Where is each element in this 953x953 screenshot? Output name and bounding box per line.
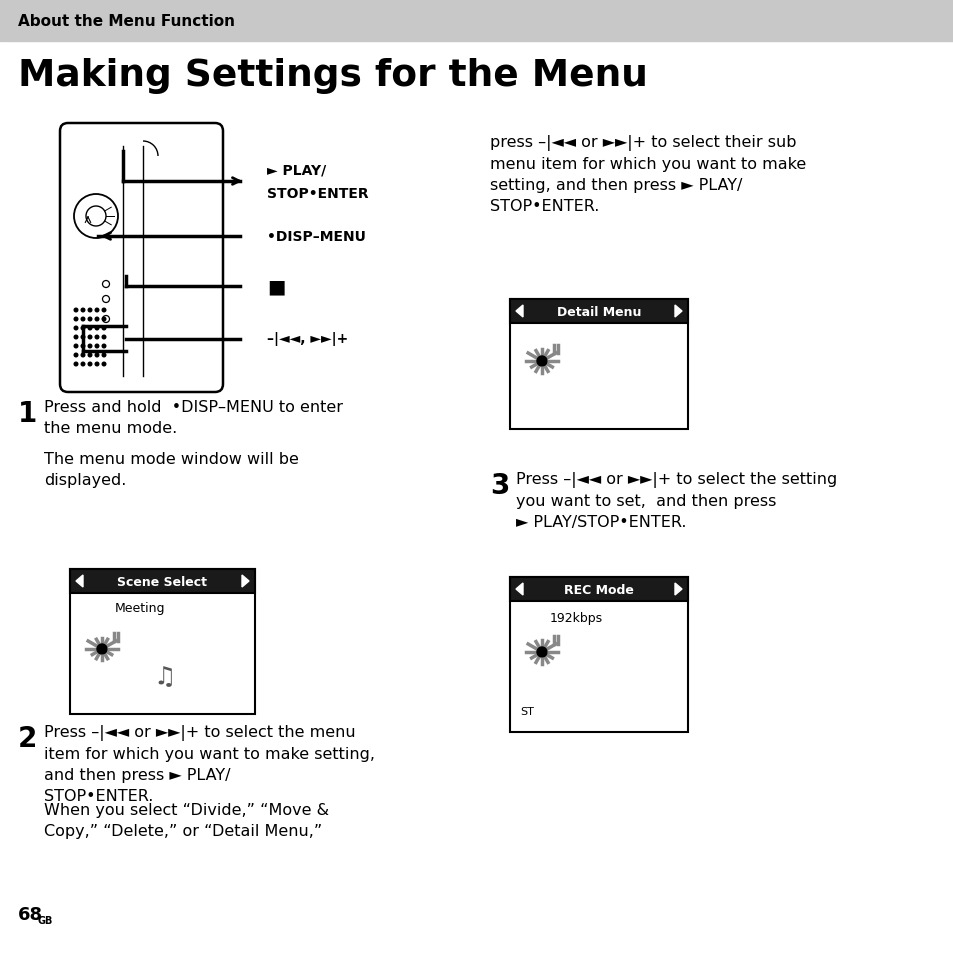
- Circle shape: [74, 363, 78, 366]
- Text: Making Settings for the Menu: Making Settings for the Menu: [18, 58, 647, 94]
- Circle shape: [81, 363, 85, 366]
- Polygon shape: [242, 576, 249, 587]
- Circle shape: [102, 309, 106, 313]
- Text: 3: 3: [490, 472, 509, 499]
- Text: Detail Menu: Detail Menu: [557, 305, 640, 318]
- Text: About the Menu Function: About the Menu Function: [18, 13, 234, 29]
- Circle shape: [74, 309, 78, 313]
- Text: REC Mode: REC Mode: [563, 583, 634, 596]
- Polygon shape: [516, 306, 522, 317]
- Polygon shape: [675, 583, 681, 596]
- Bar: [70, 569, 254, 714]
- Circle shape: [95, 363, 99, 366]
- Circle shape: [81, 318, 85, 321]
- Text: GB: GB: [38, 915, 53, 925]
- Circle shape: [537, 647, 546, 658]
- Text: Scene Select: Scene Select: [117, 575, 208, 588]
- Bar: [510, 299, 687, 430]
- Circle shape: [88, 335, 91, 339]
- Circle shape: [81, 354, 85, 357]
- Polygon shape: [516, 583, 522, 596]
- Circle shape: [74, 318, 78, 321]
- Bar: [510, 299, 687, 324]
- Text: Press –|◄◄ or ►►|+ to select the setting
you want to set,  and then press
► PLAY: Press –|◄◄ or ►►|+ to select the setting…: [516, 472, 837, 530]
- Text: ♫: ♫: [153, 664, 176, 688]
- Circle shape: [88, 309, 91, 313]
- Text: ► PLAY/: ► PLAY/: [267, 163, 326, 177]
- Circle shape: [102, 327, 106, 331]
- Circle shape: [88, 345, 91, 349]
- Text: press –|◄◄ or ►►|+ to select their sub
menu item for which you want to make
sett: press –|◄◄ or ►►|+ to select their sub m…: [490, 135, 805, 213]
- Text: 192kbps: 192kbps: [550, 612, 602, 624]
- Circle shape: [537, 356, 546, 367]
- Text: –|◄◄, ►►|+: –|◄◄, ►►|+: [267, 333, 348, 346]
- Circle shape: [102, 363, 106, 366]
- Circle shape: [95, 354, 99, 357]
- Polygon shape: [76, 576, 83, 587]
- Circle shape: [81, 327, 85, 331]
- Circle shape: [81, 335, 85, 339]
- Circle shape: [95, 335, 99, 339]
- Circle shape: [102, 354, 106, 357]
- Text: When you select “Divide,” “Move &
Copy,” “Delete,” or “Detail Menu,”: When you select “Divide,” “Move & Copy,”…: [44, 802, 329, 838]
- Text: Press –|◄◄ or ►►|+ to select the menu
item for which you want to make setting,
a: Press –|◄◄ or ►►|+ to select the menu it…: [44, 724, 375, 803]
- Circle shape: [95, 345, 99, 349]
- Polygon shape: [675, 306, 681, 317]
- Circle shape: [97, 644, 107, 655]
- Circle shape: [81, 309, 85, 313]
- Bar: [510, 578, 687, 732]
- Bar: [70, 569, 254, 594]
- Circle shape: [88, 354, 91, 357]
- Text: Meeting: Meeting: [115, 601, 165, 615]
- Text: Press and hold  •DISP–MENU to enter
the menu mode.: Press and hold •DISP–MENU to enter the m…: [44, 399, 343, 436]
- Circle shape: [74, 327, 78, 331]
- Circle shape: [95, 309, 99, 313]
- Circle shape: [81, 345, 85, 349]
- Circle shape: [88, 327, 91, 331]
- Circle shape: [74, 354, 78, 357]
- Text: 1: 1: [18, 399, 37, 428]
- Circle shape: [74, 345, 78, 349]
- Circle shape: [74, 335, 78, 339]
- Circle shape: [102, 335, 106, 339]
- Text: •DISP–MENU: •DISP–MENU: [267, 230, 366, 244]
- Bar: [0, 0, 953, 42]
- Circle shape: [88, 318, 91, 321]
- Circle shape: [95, 318, 99, 321]
- Text: 68: 68: [18, 905, 43, 923]
- Circle shape: [95, 327, 99, 331]
- Text: ST: ST: [519, 706, 534, 717]
- Bar: [510, 578, 687, 601]
- Text: 2: 2: [18, 724, 37, 752]
- Text: ■: ■: [267, 277, 285, 296]
- Text: The menu mode window will be
displayed.: The menu mode window will be displayed.: [44, 452, 298, 488]
- Text: STOP•ENTER: STOP•ENTER: [267, 187, 368, 201]
- Circle shape: [88, 363, 91, 366]
- Circle shape: [102, 345, 106, 349]
- Circle shape: [102, 318, 106, 321]
